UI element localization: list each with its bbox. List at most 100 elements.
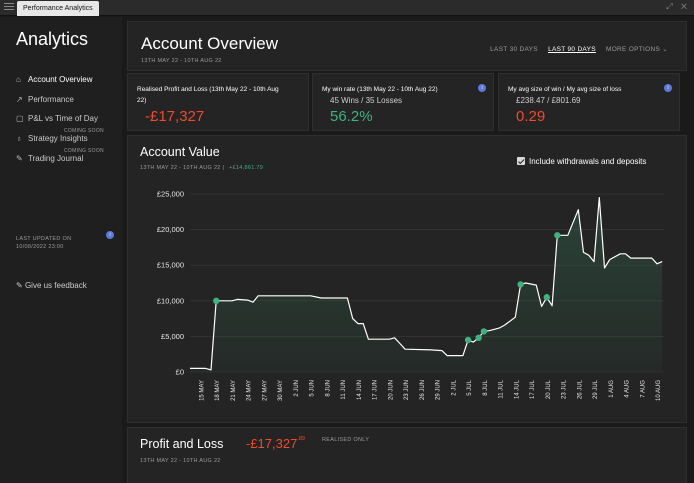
x-tick-label: 5 JUN [310, 380, 316, 397]
x-tick-label: 10 AUG [656, 380, 662, 401]
stat-value: 0.29 [516, 108, 546, 125]
sidebar-item-trading-journal[interactable]: ✎ Trading Journal [16, 154, 83, 163]
x-tick-label: 11 JUN [341, 380, 347, 400]
x-tick-label: 27 MAY [262, 380, 268, 401]
coming-soon-badge: COMING SOON [64, 128, 104, 134]
stat-label: Realised Profit and Loss (13th May 22 - … [137, 86, 279, 104]
data-point-marker [554, 232, 561, 239]
pnl-title: Profit and Loss [140, 437, 224, 451]
data-point-marker [543, 294, 551, 301]
trend-icon: ↗ [16, 95, 23, 104]
x-tick-label: 29 JUL [593, 379, 599, 399]
sidebar-item-label: Trading Journal [28, 154, 84, 163]
range-last-90-days[interactable]: LAST 90 DAYS [548, 46, 596, 53]
sidebar-brand: Analytics [16, 29, 89, 49]
x-tick-label: 5 JUL [467, 379, 473, 395]
info-icon[interactable]: i [106, 231, 114, 239]
x-tick-label: 23 JUL [562, 379, 568, 399]
account-value-delta: +£14,861.79 [229, 165, 264, 171]
page-title: Account Overview [141, 34, 278, 53]
x-tick-label: 26 JUL [577, 379, 583, 399]
window-titlebar: Performance Analytics ⤢ ✕ [0, 0, 694, 16]
last-updated: LAST UPDATED ON 10/08/2022 23:00 [16, 235, 71, 251]
y-tick-label: £20,000 [157, 225, 184, 234]
lightbulb-icon: ♁ [16, 134, 22, 143]
y-tick-label: £5,000 [161, 332, 184, 341]
stat-secondary: 45 Wins / 35 Losses [330, 96, 403, 105]
account-value-chart: £0 £5,000 £10,000 £15,000 £20,000 £25,000 15 M… [157, 190, 664, 401]
tab-performance-analytics[interactable]: Performance Analytics [17, 1, 99, 16]
x-tick-label: 20 JUL [546, 379, 552, 399]
stat-secondary: £238.47 / £801.69 [516, 96, 581, 105]
y-tick-label: £25,000 [157, 190, 184, 199]
feedback-link[interactable]: ✎ Give us feedback [16, 281, 87, 290]
x-tick-label: 14 JUN [357, 380, 363, 400]
date-range-subtitle: 13TH MAY 22 - 10TH AUG 22 [141, 58, 222, 64]
main-content: Account Overview 13TH MAY 22 - 10TH AUG … [122, 17, 694, 483]
range-more-options[interactable]: MORE OPTIONS ⌄ [605, 46, 668, 53]
data-point-marker [480, 328, 488, 335]
pnl-amount: -£17,327.89 [246, 436, 305, 451]
stat-card-win-rate: My win rate (13th May 22 - 10th Aug 22) … [312, 73, 494, 131]
sidebar-item-pnl-time-of-day[interactable]: ▢ P&L vs Time of Day [16, 114, 98, 123]
clock-chart-icon: ▢ [16, 114, 24, 123]
data-point-marker [475, 334, 482, 342]
range-last-30-days[interactable]: LAST 30 DAYS [490, 46, 538, 53]
range-selector: LAST 30 DAYS LAST 90 DAYS MORE OPTIONS ⌄ [482, 45, 668, 53]
home-icon: ⌂ [16, 75, 21, 84]
account-value-date-range: 13TH MAY 22 - 10TH AUG 22 [140, 165, 221, 171]
feedback-label: Give us feedback [24, 281, 87, 290]
data-point-marker [517, 281, 524, 288]
profit-and-loss-panel: Profit and Loss -£17,327.89 REALISED ONL… [127, 427, 687, 483]
data-point-marker [464, 336, 472, 344]
x-tick-label: 20 JUN [388, 380, 394, 400]
stat-card-realised-pnl: Realised Profit and Loss (13th May 22 - … [127, 73, 309, 131]
pnl-amount-decimals: .89 [297, 436, 305, 442]
y-tick-label: £15,000 [157, 261, 184, 270]
x-tick-label: 21 MAY [231, 380, 237, 401]
last-updated-value: 10/08/2022 23:00 [16, 244, 64, 250]
pnl-tag: REALISED ONLY [322, 437, 370, 443]
x-tick-label: 7 AUG [640, 380, 646, 398]
x-tick-label: 17 JUN [373, 380, 379, 400]
hamburger-menu-icon[interactable] [4, 3, 14, 13]
stat-value: 56.2% [330, 108, 373, 125]
series-area [190, 197, 663, 372]
x-tick-label: 15 MAY [199, 380, 205, 401]
x-tick-label: 24 MAY [247, 380, 253, 401]
sidebar-item-strategy-insights[interactable]: ♁ Strategy Insights [16, 134, 88, 143]
sidebar-item-performance[interactable]: ↗ Performance [16, 95, 74, 104]
last-updated-label: LAST UPDATED ON [16, 236, 72, 242]
x-tick-label: 2 JUL [451, 379, 457, 395]
sidebar-item-label: Account Overview [28, 75, 93, 84]
pencil-icon: ✎ [16, 281, 23, 290]
checkbox-checked-icon[interactable] [517, 157, 525, 165]
x-tick-label: 17 JUL [530, 379, 536, 399]
sidebar-item-account-overview[interactable]: ⌂ Account Overview [16, 75, 92, 84]
account-value-subtitle: 13TH MAY 22 - 10TH AUG 22 | +£14,861.79 [140, 165, 263, 171]
stat-value: -£17,327 [145, 108, 205, 125]
info-icon[interactable]: i [478, 84, 486, 92]
pnl-subtitle: 13TH MAY 22 - 10TH AUG 22 [140, 458, 221, 464]
x-tick-label: 11 JUL [499, 379, 505, 398]
x-tick-label: 8 JUN [325, 380, 331, 397]
x-tick-label: 2 JUN [294, 380, 300, 397]
stat-label: My avg size of win / My avg size of loss [508, 86, 622, 93]
x-tick-label: 14 JUL [514, 379, 520, 399]
sidebar-item-label: Performance [28, 95, 74, 104]
stat-card-avg-win-loss: My avg size of win / My avg size of loss… [498, 73, 680, 131]
window-controls[interactable]: ⤢ ✕ [666, 2, 690, 11]
data-point-marker [213, 297, 220, 304]
x-tick-label: 8 JUL [483, 379, 489, 395]
sidebar-item-label: P&L vs Time of Day [28, 114, 98, 123]
x-tick-label: 4 AUG [625, 380, 631, 398]
x-tick-label: 23 JUN [404, 380, 410, 400]
stat-label: My win rate (13th May 22 - 10th Aug 22) [322, 86, 438, 93]
y-tick-label: £0 [176, 368, 184, 377]
account-value-title: Account Value [140, 145, 220, 159]
subtitle-separator: | [222, 165, 225, 171]
coming-soon-badge: COMING SOON [64, 148, 104, 154]
include-withdrawals-toggle[interactable]: Include withdrawals and deposits [517, 157, 646, 166]
sidebar: Analytics ⌂ Account Overview ↗ Performance… [0, 17, 122, 483]
info-icon[interactable]: i [664, 84, 672, 92]
